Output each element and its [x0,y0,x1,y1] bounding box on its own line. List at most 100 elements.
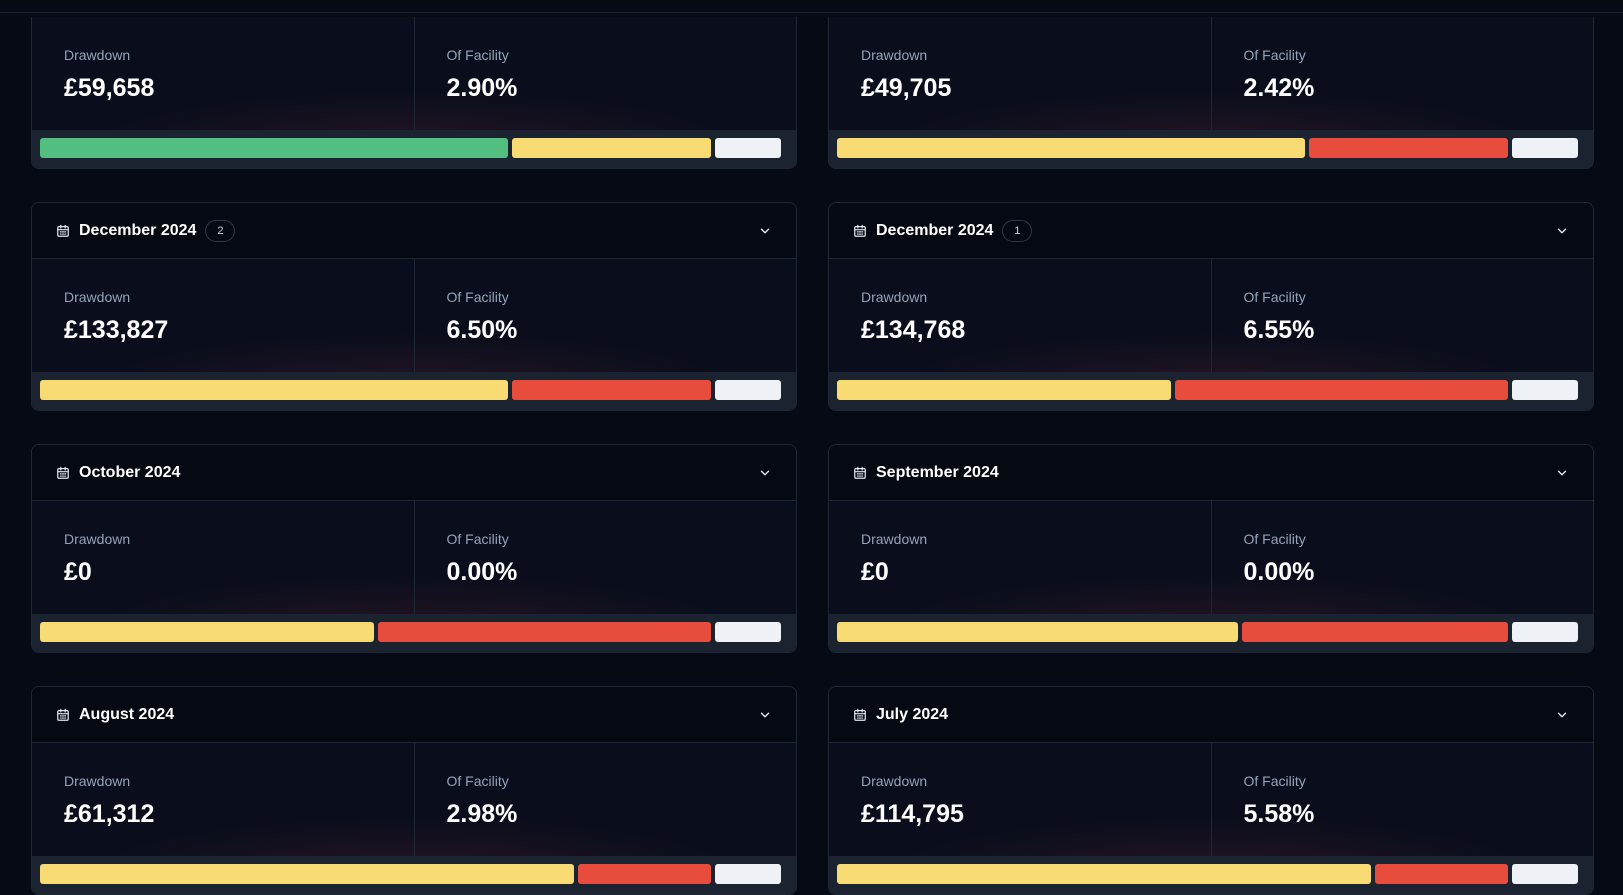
drawdown-stat: Drawdown £0 [829,501,1211,614]
chevron-down-icon[interactable] [758,708,772,722]
facility-value: 0.00% [1243,558,1315,586]
status-bar [32,856,796,894]
drawdown-value: £0 [64,558,92,586]
status-segment-white [1511,380,1579,400]
stats-row: Drawdown £114,795 Of Facility 5.58% [829,743,1593,856]
status-bar [829,130,1593,168]
status-segment-yellow [40,864,575,884]
stats-row: Drawdown £133,827 Of Facility 6.50% [32,259,796,372]
drawdown-label: Drawdown [861,531,928,547]
month-header[interactable]: December 2024 2 [32,203,796,259]
status-segment-white [714,864,782,884]
facility-stat: Of Facility 6.50% [413,259,797,372]
facility-value: 0.00% [446,558,518,586]
month-header[interactable]: October 2024 [32,445,796,501]
chevron-down-icon[interactable] [758,224,772,238]
month-header[interactable]: September 2024 [829,445,1593,501]
chevron-down-icon[interactable] [758,466,772,480]
status-segment-yellow [837,380,1172,400]
month-header[interactable]: August 2024 [32,687,796,743]
status-segment-red [1308,138,1508,158]
drawdown-value: £133,827 [64,316,169,344]
month-title: July 2024 [876,705,949,723]
drawdown-stat: Drawdown £0 [32,501,414,614]
month-title: December 2024 [876,221,994,239]
chevron-down-icon[interactable] [1555,466,1569,480]
month-card: September 2024 Drawdown £0 Of Facility 0.00% [828,444,1594,653]
drawdown-label: Drawdown [64,773,131,789]
facility-label: Of Facility [446,47,509,63]
calendar-icon [853,466,867,480]
status-segment-red [1175,380,1508,400]
status-bar [829,614,1593,652]
status-segment-yellow [40,622,375,642]
chevron-down-icon[interactable] [1555,708,1569,722]
status-segment-red [1242,622,1508,642]
drawdown-label: Drawdown [64,289,131,305]
stats-row: Drawdown £134,768 Of Facility 6.55% [829,259,1593,372]
calendar-icon [56,466,70,480]
drawdown-stat: Drawdown £61,312 [32,743,414,856]
drawdown-label: Drawdown [64,47,131,63]
month-title: August 2024 [79,705,175,723]
month-card: July 2024 Drawdown £114,795 Of Facility 5.58… [828,686,1594,895]
facility-value: 2.42% [1243,74,1315,102]
status-segment-red [511,380,711,400]
item-count-badge: 2 [205,219,236,242]
facility-label: Of Facility [1243,47,1306,63]
month-title: December 2024 [79,221,197,239]
status-segment-red [1375,864,1508,884]
facility-stat: Of Facility 5.58% [1210,743,1594,856]
status-segment-yellow [837,622,1239,642]
month-card: December 2024 2 Drawdown £133,827 Of Facilit… [31,202,797,411]
drawdown-label: Drawdown [861,47,928,63]
drawdown-stat: Drawdown £133,827 [32,259,414,372]
drawdown-value: £61,312 [64,800,155,828]
facility-stat: Of Facility 2.98% [413,743,797,856]
month-card: Drawdown £49,705 Of Facility 2.42% [828,17,1594,169]
month-header[interactable]: July 2024 [829,687,1593,743]
status-segment-red [378,622,711,642]
status-segment-red [578,864,711,884]
top-divider [0,12,1623,13]
facility-value: 6.50% [446,316,518,344]
stats-row: Drawdown £0 Of Facility 0.00% [829,501,1593,614]
month-card: October 2024 Drawdown £0 Of Facility 0.00% [31,444,797,653]
status-segment-white [1511,622,1579,642]
status-segment-green [40,138,508,158]
drawdown-label: Drawdown [861,289,928,305]
status-segment-yellow [511,138,711,158]
month-card: Drawdown £59,658 Of Facility 2.90% [31,17,797,169]
stats-row: Drawdown £0 Of Facility 0.00% [32,501,796,614]
facility-value: 6.55% [1243,316,1315,344]
drawdown-value: £59,658 [64,74,155,102]
month-header[interactable]: December 2024 1 [829,203,1593,259]
drawdown-stat: Drawdown £49,705 [829,17,1211,130]
stats-row: Drawdown £61,312 Of Facility 2.98% [32,743,796,856]
facility-stat: Of Facility 2.42% [1210,17,1594,130]
drawdown-label: Drawdown [861,773,928,789]
drawdown-value: £134,768 [861,316,966,344]
status-bar [32,614,796,652]
status-bar [32,372,796,410]
facility-label: Of Facility [1243,289,1306,305]
status-segment-white [714,138,782,158]
status-bar [32,130,796,168]
drawdown-value: £0 [861,558,889,586]
facility-stat: Of Facility 6.55% [1210,259,1594,372]
drawdown-stat: Drawdown £114,795 [829,743,1211,856]
facility-stat: Of Facility 2.90% [413,17,797,130]
month-title: September 2024 [876,463,999,481]
facility-stat: Of Facility 0.00% [413,501,797,614]
facility-label: Of Facility [446,289,509,305]
drawdown-value: £49,705 [861,74,952,102]
drawdown-value: £114,795 [861,800,964,828]
calendar-icon [853,224,867,238]
stats-row: Drawdown £59,658 Of Facility 2.90% [32,17,796,130]
chevron-down-icon[interactable] [1555,224,1569,238]
status-segment-white [714,622,782,642]
drawdown-stat: Drawdown £134,768 [829,259,1211,372]
facility-label: Of Facility [1243,773,1306,789]
status-bar [829,372,1593,410]
